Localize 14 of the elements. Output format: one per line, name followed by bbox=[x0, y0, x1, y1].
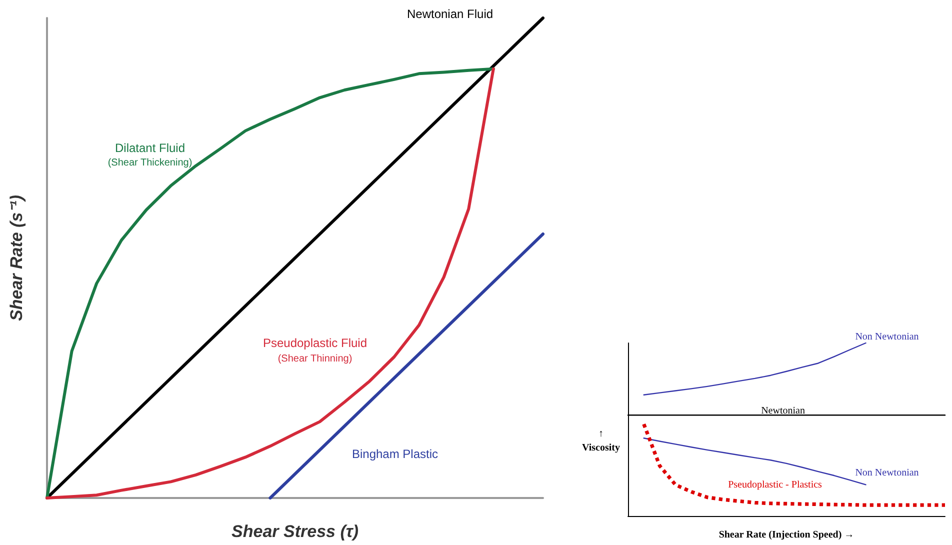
series-label: Non Newtonian bbox=[855, 468, 919, 478]
x-axis-title: Shear Rate (Injection Speed) → bbox=[718, 530, 854, 540]
annotation: (Shear Thinning) bbox=[278, 354, 352, 364]
text: Newtonian Fluid bbox=[406, 7, 494, 21]
annotation: (Shear Thickening) bbox=[108, 158, 192, 168]
series-label: Newtonian bbox=[761, 406, 805, 416]
x-axis-title: Shear Stress (τ) bbox=[232, 522, 359, 541]
series-label: Bingham Plastic bbox=[352, 447, 438, 461]
series-label: Pseudoplastic Fluid bbox=[262, 336, 368, 350]
y-axis-title: Shear Rate (s⁻¹) bbox=[7, 194, 26, 321]
series-label: Dilatant Fluid bbox=[114, 141, 186, 155]
y-axis-title: ↑ Viscosity bbox=[582, 428, 620, 454]
series-label: Non Newtonian bbox=[855, 332, 919, 342]
series-label: Pseudoplastic - Plastics bbox=[728, 480, 822, 490]
